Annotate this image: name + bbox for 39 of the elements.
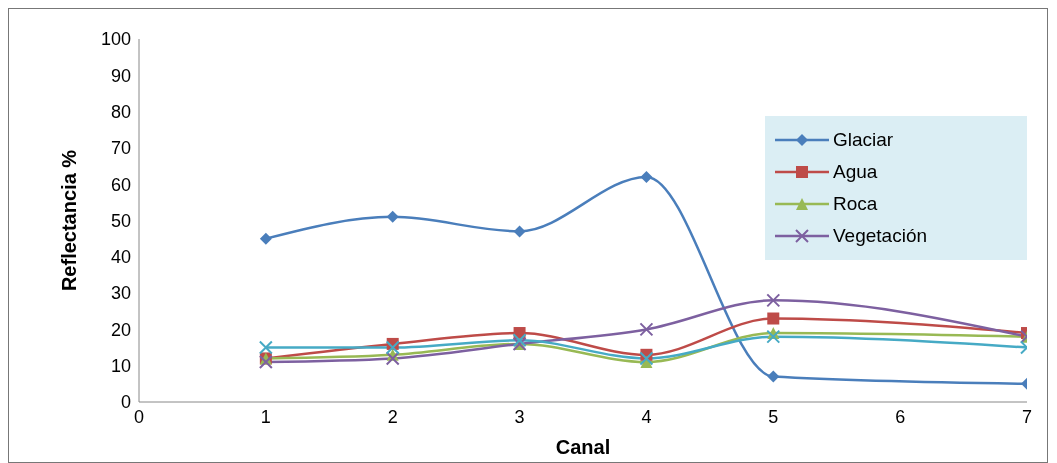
point bbox=[385, 340, 400, 355]
legend-label: Glaciar bbox=[833, 129, 894, 151]
legend-label: Agua bbox=[833, 161, 878, 183]
x-tick-label: 3 bbox=[514, 406, 525, 427]
y-tick-label: 60 bbox=[110, 174, 131, 195]
x-tick-label: 7 bbox=[1021, 406, 1033, 427]
y-tick-label: 0 bbox=[120, 392, 131, 413]
x-tick-label: 2 bbox=[387, 406, 398, 427]
legend-label: Roca bbox=[833, 193, 878, 215]
y-tick-label: 90 bbox=[110, 65, 131, 86]
point bbox=[639, 322, 654, 337]
x-tick-label: 1 bbox=[260, 406, 271, 427]
point bbox=[386, 210, 399, 223]
point bbox=[259, 232, 272, 245]
y-tick-label: 10 bbox=[110, 356, 131, 377]
x-tick-label: 4 bbox=[641, 406, 652, 427]
point bbox=[766, 329, 781, 344]
y-tick-label: 70 bbox=[110, 138, 131, 159]
point bbox=[385, 351, 400, 366]
x-tick-label: 5 bbox=[768, 406, 779, 427]
x-tick-label: 0 bbox=[133, 406, 145, 427]
point bbox=[513, 225, 526, 238]
point bbox=[258, 340, 273, 355]
y-tick-label: 100 bbox=[100, 29, 131, 50]
point bbox=[766, 293, 781, 308]
legend-label: Vegetación bbox=[833, 225, 928, 247]
point bbox=[639, 351, 654, 366]
point bbox=[767, 312, 780, 325]
point bbox=[258, 355, 273, 370]
y-axis-title: Reflectancia % bbox=[58, 149, 81, 292]
y-tick-label: 80 bbox=[110, 101, 131, 122]
y-tick-label: 50 bbox=[110, 210, 131, 231]
y-tick-label: 40 bbox=[110, 247, 131, 268]
x-tick-label: 6 bbox=[895, 406, 906, 427]
point bbox=[640, 170, 653, 183]
point bbox=[767, 370, 780, 383]
y-tick-label: 30 bbox=[110, 283, 131, 304]
x-axis-title: Canal bbox=[555, 436, 611, 458]
y-tick-label: 20 bbox=[110, 319, 131, 340]
